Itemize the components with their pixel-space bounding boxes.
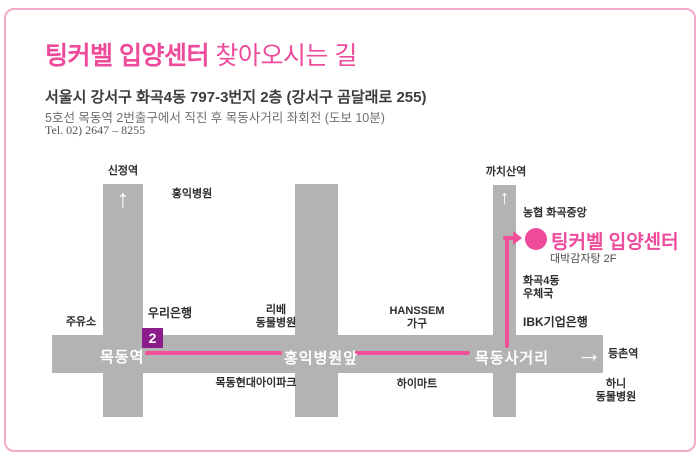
directions-line: 5호선 목동역 2번출구에서 직진 후 목동사거리 좌회전 (도보 10분) — [45, 111, 385, 125]
subway-exit-badge: 2 — [142, 328, 163, 348]
page-title-suffix: 찾아오시는 길 — [208, 42, 357, 70]
label-nonghyup-bank: 농협 화곡중앙 — [523, 207, 587, 219]
label-kkachisan-station: 까치산역 — [485, 166, 527, 178]
label-mokdong-crossing: 목동사거리 — [475, 350, 550, 367]
route-segment-north — [505, 236, 509, 348]
label-adoption-center-floor: 대박감자탕 2F — [550, 253, 617, 265]
label-ibk-bank: IBK기업은행 — [523, 315, 588, 329]
road-vertical-middle — [295, 184, 338, 417]
road-vertical-sinjeong — [103, 184, 143, 417]
label-hongik-hospital-stop: 홍익병원앞 — [284, 350, 359, 367]
page-title: 팅커벨 입양센터 찾아오시는 길 — [45, 36, 357, 72]
address-line: 서울시 강서구 화곡4동 797-3번지 2층 (강서구 곰달래로 255) — [45, 89, 427, 106]
route-segment-elbow — [503, 236, 515, 240]
right-arrow-icon: → — [576, 338, 602, 368]
label-woori-bank: 우리은행 — [147, 306, 193, 320]
phone-line: Tel. 02) 2647 – 8255 — [45, 123, 146, 137]
label-post-office: 화곡4동 우체국 — [523, 275, 560, 300]
label-hanssem-furniture: HANSSEM 가구 — [389, 305, 445, 330]
destination-marker — [525, 228, 547, 250]
route-segment-east — [354, 351, 470, 355]
up-arrow-icon: ↑ — [499, 187, 510, 209]
label-deungchon-station: 등촌역 — [608, 348, 639, 360]
label-gas-station: 주유소 — [65, 316, 97, 328]
label-mokdong-station: 목동역 — [100, 349, 145, 366]
label-adoption-center: 팅커벨 입양센터 — [551, 232, 679, 253]
route-arrowhead-icon — [513, 231, 522, 245]
route-segment-west — [145, 351, 282, 355]
label-sinjeong-station: 신정역 — [107, 165, 139, 177]
label-hongik-hospital: 홍익병원 — [171, 188, 213, 200]
label-hyundai-ipark: 목동현대아이파크 — [215, 377, 297, 389]
label-himart: 하이마트 — [396, 378, 438, 390]
up-arrow-icon: ↑ — [116, 185, 130, 213]
page-title-brand: 팅커벨 입양센터 — [45, 42, 209, 70]
label-hani-animal-hospital: 하니 동물병원 — [595, 378, 637, 403]
label-libe-animal-hospital: 리베 동물병원 — [255, 304, 297, 329]
